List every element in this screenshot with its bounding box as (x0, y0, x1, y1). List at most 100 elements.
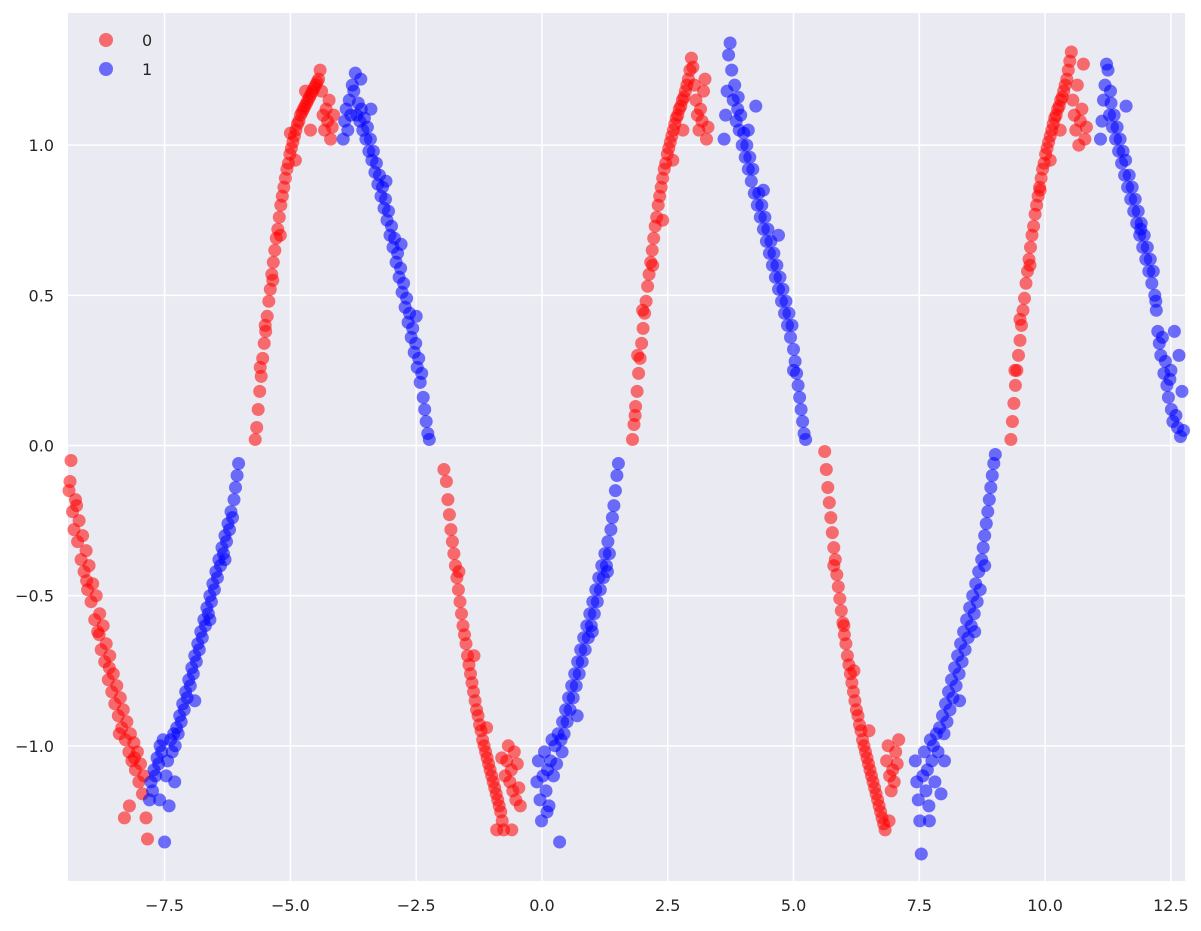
data-point (442, 508, 456, 522)
data-point (794, 403, 808, 416)
data-point (922, 814, 936, 828)
data-point (382, 204, 395, 218)
data-point (512, 781, 526, 795)
data-point (452, 565, 466, 579)
data-point (347, 84, 361, 98)
data-point (1013, 333, 1027, 347)
data-point (978, 559, 992, 573)
data-point (283, 126, 297, 140)
series-1 (143, 36, 1190, 861)
legend-label-1: 1 (142, 60, 152, 79)
data-point (575, 655, 589, 669)
data-point (1175, 384, 1189, 398)
data-point (953, 694, 967, 708)
data-point (1019, 276, 1033, 290)
data-point (547, 769, 560, 783)
data-point (890, 757, 904, 771)
data-point (394, 261, 408, 275)
x-tick-label: 0.0 (529, 896, 554, 915)
data-point (419, 415, 433, 428)
data-point (158, 835, 172, 849)
data-point (304, 123, 317, 137)
data-point (229, 481, 242, 494)
data-point (223, 523, 236, 537)
data-point (767, 246, 781, 260)
data-point (913, 814, 927, 828)
data-point (459, 637, 473, 651)
data-point (207, 583, 221, 597)
data-point (1107, 108, 1121, 122)
data-point (1134, 222, 1148, 236)
data-point (601, 535, 615, 549)
data-point (117, 811, 131, 825)
data-point (416, 390, 430, 404)
data-point (656, 213, 670, 227)
data-point (825, 526, 839, 540)
data-point (1125, 180, 1139, 194)
data-point (82, 559, 96, 573)
x-tick-label: 12.5 (1153, 896, 1189, 915)
data-point (628, 409, 642, 422)
data-point (369, 156, 383, 170)
data-point (686, 60, 700, 74)
data-point (889, 745, 903, 759)
data-point (226, 511, 239, 525)
data-point (227, 493, 241, 507)
legend: 0 1 (99, 31, 152, 79)
data-point (120, 715, 134, 729)
data-point (734, 108, 748, 122)
x-tick-label: 2.5 (655, 896, 680, 915)
data-point (397, 276, 411, 290)
data-point (220, 535, 233, 549)
data-point (827, 541, 841, 555)
data-point (177, 703, 191, 717)
data-point (288, 153, 302, 167)
data-point (822, 496, 836, 510)
data-point (262, 294, 276, 308)
legend-marker-1 (99, 62, 113, 76)
data-point (540, 805, 554, 819)
x-tick-label: 7.5 (907, 896, 932, 915)
data-point (92, 628, 106, 642)
data-point (394, 237, 408, 251)
data-point (112, 727, 126, 741)
data-point (1169, 409, 1183, 422)
data-point (988, 448, 1002, 461)
data-point (513, 799, 527, 813)
data-point (174, 715, 188, 729)
data-point (569, 679, 583, 693)
data-point (204, 595, 218, 609)
data-point (327, 108, 341, 122)
data-point (943, 703, 957, 717)
data-point (1149, 294, 1163, 308)
data-point (360, 120, 374, 134)
data-point (299, 84, 312, 98)
data-point (192, 643, 206, 657)
data-point (1023, 258, 1037, 272)
data-point (978, 529, 992, 543)
data-point (1070, 78, 1084, 92)
data-point (99, 637, 113, 651)
data-point (258, 318, 272, 332)
data-point (676, 123, 690, 137)
data-point (1161, 390, 1175, 404)
data-point (218, 553, 232, 567)
data-point (510, 757, 524, 771)
data-point (1164, 363, 1178, 377)
data-point (717, 132, 731, 146)
data-point (149, 769, 162, 783)
data-point (744, 174, 758, 188)
data-point (467, 649, 481, 663)
data-point (928, 775, 942, 789)
data-point (113, 691, 127, 705)
data-point (444, 523, 458, 537)
y-tick-label: −0.5 (15, 587, 54, 606)
data-point (1145, 276, 1159, 290)
data-point (847, 664, 861, 678)
data-point (779, 294, 793, 308)
data-point (250, 421, 264, 434)
data-point (645, 243, 659, 257)
data-point (1155, 330, 1169, 344)
data-point (892, 733, 906, 747)
data-point (324, 132, 338, 146)
